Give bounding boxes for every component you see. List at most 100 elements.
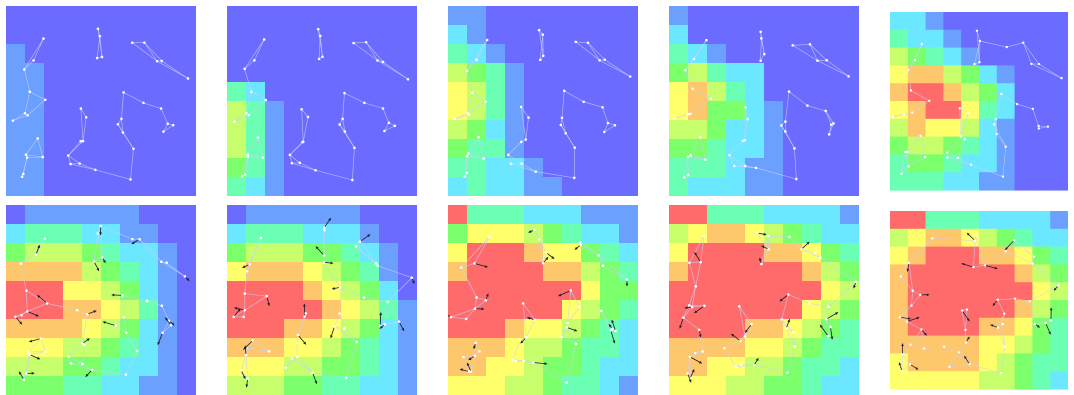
heatmap-cell xyxy=(840,139,859,159)
heatmap-cell xyxy=(890,300,908,318)
network-node xyxy=(67,154,70,157)
heatmap-cell xyxy=(581,224,601,244)
network-node xyxy=(14,315,17,318)
heatmap-cell xyxy=(908,101,926,119)
heatmap-cell xyxy=(562,300,582,320)
network-node xyxy=(477,136,480,139)
heatmap-cell xyxy=(840,82,859,102)
network-node xyxy=(1060,77,1062,79)
network-node xyxy=(997,326,999,328)
heatmap-cell xyxy=(1032,30,1050,48)
heatmap-cell xyxy=(890,119,908,137)
heatmap-cell xyxy=(961,172,979,190)
network-node xyxy=(974,235,976,237)
heatmap-cell xyxy=(63,338,83,358)
heatmap-cell xyxy=(284,139,304,159)
heatmap-cell xyxy=(322,177,342,196)
heatmap-cell xyxy=(979,12,997,30)
heatmap-cell xyxy=(360,82,380,102)
heatmap-cell xyxy=(581,357,601,377)
heatmap-cell xyxy=(360,63,380,83)
network-node xyxy=(689,356,692,359)
heatmap-cell xyxy=(669,63,689,83)
heatmap-cell xyxy=(890,371,908,389)
heatmap-cell xyxy=(943,172,961,190)
network-node xyxy=(683,176,686,179)
heatmap-cell xyxy=(139,25,159,45)
network-node xyxy=(524,138,527,141)
heatmap-cell xyxy=(101,44,121,64)
heatmap-cell xyxy=(6,224,26,244)
heatmap-cell xyxy=(581,158,601,178)
network-node xyxy=(948,366,950,368)
heatmap-cell xyxy=(581,6,601,26)
heatmap-cell xyxy=(745,139,765,159)
heatmap-cell xyxy=(619,25,638,45)
heatmap-cell xyxy=(63,120,83,140)
heatmap-cell xyxy=(979,371,997,389)
heatmap-cell xyxy=(961,300,979,318)
heatmap-cell xyxy=(926,282,944,300)
network-node xyxy=(520,162,523,165)
network-node xyxy=(386,301,389,304)
heatmap-cell xyxy=(177,158,196,178)
heatmap-cell xyxy=(600,6,620,26)
heatmap-cell xyxy=(63,177,83,196)
heatmap-cell xyxy=(82,101,102,121)
network-node xyxy=(566,381,569,384)
heatmap-cell xyxy=(926,211,944,229)
network-node xyxy=(961,309,963,311)
heatmap-cell xyxy=(158,357,178,377)
heatmap-cell xyxy=(139,63,159,83)
network-node xyxy=(172,124,175,127)
network-node xyxy=(824,110,827,113)
heatmap-cell xyxy=(890,172,908,190)
heatmap-cell xyxy=(821,224,841,244)
heatmap-cell xyxy=(688,63,708,83)
heatmap-cell xyxy=(997,229,1015,247)
heatmap-svg-5 xyxy=(890,6,1068,196)
network-node xyxy=(587,42,590,45)
heatmap-cell xyxy=(246,101,266,121)
heatmap-cell xyxy=(139,243,159,263)
network-node xyxy=(688,304,691,307)
heatmap-cell xyxy=(120,139,140,159)
heatmap-cell xyxy=(448,44,468,64)
heatmap-cell xyxy=(581,281,601,301)
network-node xyxy=(924,156,926,158)
heatmap-cell xyxy=(44,262,64,282)
network-node xyxy=(356,341,359,344)
heatmap-cell xyxy=(44,357,64,377)
heatmap-cell xyxy=(926,336,944,354)
heatmap-cell xyxy=(448,338,468,358)
heatmap-cell xyxy=(101,139,121,159)
heatmap-cell xyxy=(979,172,997,190)
heatmap-cell xyxy=(619,177,638,196)
network-node xyxy=(26,310,29,313)
heatmap-cell xyxy=(726,205,746,225)
heatmap-cell xyxy=(745,101,765,121)
network-node xyxy=(1000,372,1002,374)
heatmap-cell xyxy=(726,25,746,45)
heatmap-cell xyxy=(265,120,285,140)
network-node xyxy=(122,131,125,134)
heatmap-cell xyxy=(890,264,908,282)
heatmap-cell xyxy=(726,158,746,178)
heatmap-cell xyxy=(1050,211,1068,229)
heatmap-cell xyxy=(265,177,285,196)
heatmap-cell xyxy=(961,211,979,229)
heatmap-cell xyxy=(943,101,961,119)
heatmap-cell xyxy=(562,357,582,377)
network-node xyxy=(910,304,912,306)
heatmap-cell xyxy=(265,243,285,263)
network-node xyxy=(302,141,305,144)
heatmap-cell xyxy=(764,357,784,377)
heatmap-cell xyxy=(120,63,140,83)
heatmap-cell xyxy=(669,357,689,377)
heatmap-cell xyxy=(341,63,361,83)
heatmap-cell xyxy=(979,318,997,336)
heatmap-cell xyxy=(322,262,342,282)
network-node xyxy=(256,136,259,139)
network-node xyxy=(166,122,169,125)
heatmap-cell xyxy=(322,357,342,377)
